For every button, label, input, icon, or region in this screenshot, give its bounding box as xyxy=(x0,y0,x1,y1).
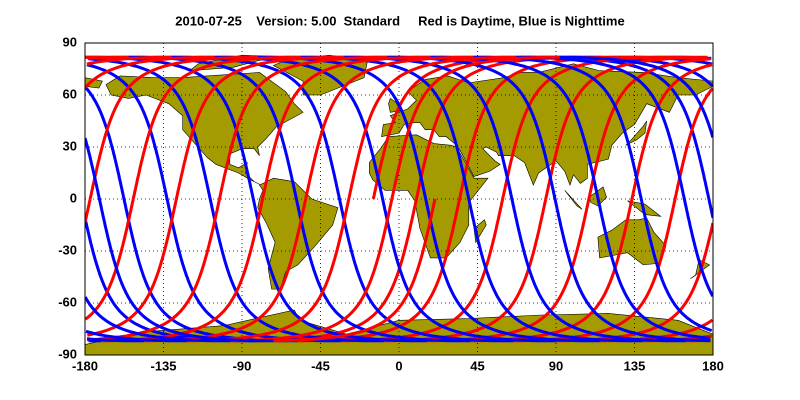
landmass xyxy=(105,72,304,186)
y-tick-label: 90 xyxy=(63,34,77,49)
ground-track xyxy=(344,55,686,343)
ground-track xyxy=(85,137,274,343)
x-tick-label: -45 xyxy=(311,358,330,373)
y-tick-label: -90 xyxy=(58,346,77,361)
ground-track xyxy=(297,198,461,343)
y-tick-label: 30 xyxy=(63,138,77,153)
ground-track xyxy=(430,55,711,340)
ground-track xyxy=(257,55,600,343)
ground-track xyxy=(85,55,215,89)
ground-track xyxy=(128,55,471,343)
plot-frame xyxy=(84,42,714,356)
ground-track xyxy=(85,55,708,200)
ground-track xyxy=(304,55,474,200)
y-tick-label: 60 xyxy=(63,86,77,101)
ground-track xyxy=(273,198,437,343)
ground-track xyxy=(254,198,418,343)
tick-labels: -180 -135 -90 -45 0 45 90 135 180 -90 -60 -30 0 30 60 9… xyxy=(58,34,724,373)
ground-track xyxy=(230,198,394,343)
ground-track xyxy=(384,198,548,343)
ground-track xyxy=(88,57,385,343)
ground-track xyxy=(301,55,643,343)
ground-track xyxy=(85,218,255,343)
ground-track xyxy=(86,63,341,343)
ground-track xyxy=(86,55,172,66)
ground-track xyxy=(174,55,345,200)
ground-track xyxy=(86,337,145,343)
ground-track xyxy=(427,198,591,343)
ground-track xyxy=(470,198,634,343)
ground-track xyxy=(387,55,711,343)
ground-track xyxy=(390,55,560,200)
x-tick-label: -135 xyxy=(150,358,176,373)
ground-track xyxy=(85,55,428,343)
map-title: 2010-07-25 Version: 5.00 Standard Red is… xyxy=(175,13,624,28)
ground-track xyxy=(513,198,677,343)
ground-track xyxy=(556,222,713,343)
ground-track xyxy=(218,55,388,200)
ground-track xyxy=(171,55,514,343)
ground-track xyxy=(261,55,431,200)
x-tick-label: -90 xyxy=(233,358,252,373)
x-tick-label: 90 xyxy=(549,358,563,373)
ground-track xyxy=(187,198,351,343)
ground-track xyxy=(347,55,517,200)
x-tick-label: -180 xyxy=(72,358,98,373)
ground-track xyxy=(87,198,221,342)
ground-track xyxy=(414,55,585,200)
y-tick-label: -60 xyxy=(58,294,77,309)
ground-track xyxy=(131,55,301,200)
track-layer xyxy=(85,55,713,343)
x-tick-label: 45 xyxy=(470,358,484,373)
ground-track xyxy=(371,55,542,200)
ground-track xyxy=(87,198,178,337)
ground-track xyxy=(88,55,258,200)
ground-track xyxy=(85,198,92,223)
ground-track xyxy=(144,198,308,343)
x-tick-label: 180 xyxy=(702,358,724,373)
y-tick-label: 0 xyxy=(70,190,77,205)
ground-track xyxy=(559,55,713,138)
ground-track xyxy=(340,198,505,343)
ground-track xyxy=(85,296,231,343)
ground-track xyxy=(501,55,671,200)
ground-track xyxy=(85,329,188,343)
ground-track xyxy=(87,55,129,60)
ground-track xyxy=(516,55,713,298)
landmass xyxy=(85,77,103,89)
x-tick-label: 135 xyxy=(624,358,646,373)
landmass xyxy=(564,190,583,210)
ground-track xyxy=(100,198,265,343)
landmass xyxy=(625,120,648,146)
ground-track xyxy=(458,55,628,200)
ground-track xyxy=(473,55,713,333)
ground-track xyxy=(214,55,557,343)
x-tick-label: 0 xyxy=(395,358,402,373)
y-tick-label: -30 xyxy=(58,242,77,257)
ground-track xyxy=(85,198,135,321)
